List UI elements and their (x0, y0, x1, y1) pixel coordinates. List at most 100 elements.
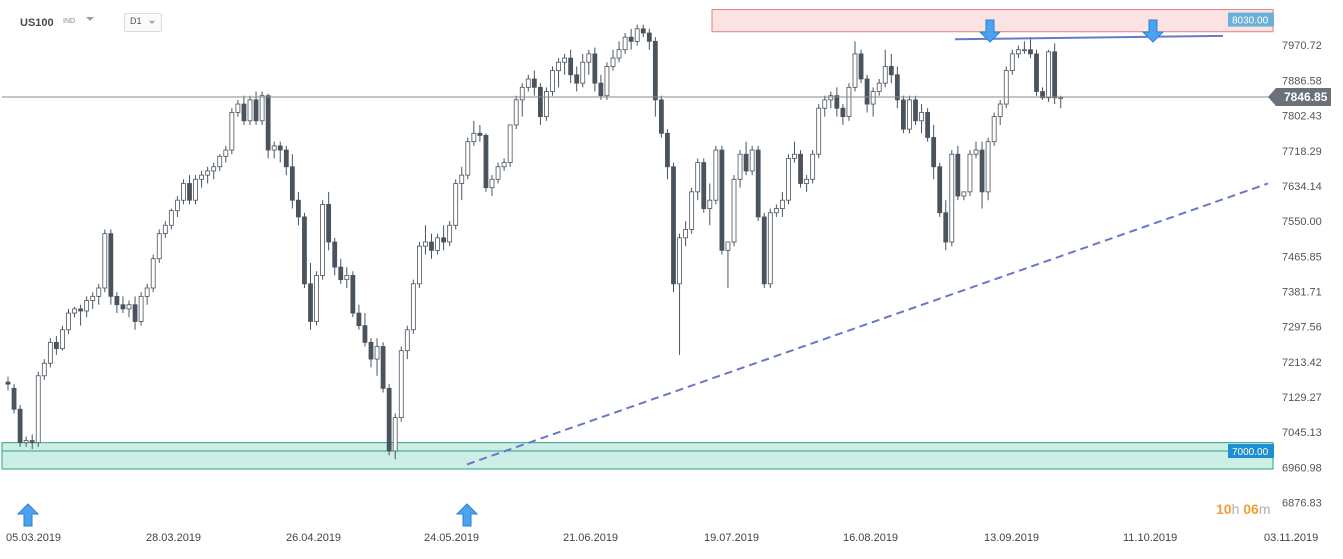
candle-body (423, 241, 428, 247)
candle-body (241, 103, 247, 122)
candle-body (332, 241, 338, 268)
candle-body (108, 233, 114, 297)
candle-body (737, 153, 743, 180)
candle-body (156, 233, 162, 260)
candle-body (870, 91, 876, 105)
candle-body (550, 70, 555, 92)
candle-body (229, 112, 235, 151)
candle-body (610, 57, 616, 67)
candle-body (568, 57, 574, 76)
support-price-tag (1228, 444, 1274, 459)
candle-body (277, 145, 283, 151)
resistance-price-label: 8030.00 (1232, 16, 1269, 27)
symbol-label[interactable]: US100 (20, 17, 54, 29)
candle-body (598, 82, 604, 97)
candle-body (864, 78, 870, 105)
candle-body (211, 166, 217, 172)
candle-body (755, 149, 761, 218)
chevron-down-icon (149, 21, 155, 24)
candle-body (386, 387, 392, 452)
symbol-dropdown-icon[interactable] (86, 17, 94, 21)
y-tick-label: 7970.72 (1282, 40, 1322, 52)
x-tick-label: 21.06.2019 (563, 532, 618, 544)
candle-body (828, 95, 834, 101)
candle-body (773, 208, 779, 214)
candle-body (997, 103, 1003, 117)
candle-body (1034, 53, 1039, 92)
candle-body (295, 199, 301, 218)
candle-body (60, 329, 65, 350)
candle-body (174, 199, 180, 212)
candle-body (749, 149, 755, 172)
candle-body (586, 53, 592, 63)
x-tick-label: 24.05.2019 (424, 532, 479, 544)
candle-body (701, 162, 707, 209)
current-price-tag (1268, 88, 1331, 107)
candle-body (126, 304, 132, 310)
candle-body (834, 95, 840, 109)
candle-body (683, 229, 688, 239)
candle-countdown: 10h 06m (1216, 501, 1271, 517)
candle-body (925, 112, 930, 138)
candle-body (247, 99, 253, 122)
candle-body (792, 153, 797, 159)
y-tick-label: 7550.00 (1282, 216, 1322, 228)
candle-body (283, 149, 289, 168)
candle-body (235, 103, 241, 113)
candle-body (471, 132, 477, 143)
candle-body (894, 74, 900, 101)
candle-body (719, 149, 725, 251)
down-arrow-icon (978, 19, 1002, 43)
candle-body (132, 304, 138, 322)
candle-body (465, 141, 471, 176)
candle-body (907, 99, 912, 130)
candle-body (138, 295, 144, 322)
candle-body (78, 308, 83, 312)
support-price-label: 7000.00 (1232, 447, 1269, 458)
timeframe-select[interactable]: D1 (124, 13, 162, 32)
candle-body (671, 166, 676, 285)
candle-body (888, 66, 894, 76)
countdown-minutes: 06 (1243, 501, 1259, 517)
candle-body (652, 40, 658, 101)
candle-body (538, 86, 543, 117)
candle-body (35, 375, 41, 444)
candle-body (858, 53, 864, 80)
candle-body (513, 99, 519, 126)
candle-body (725, 241, 731, 251)
candle-body (187, 183, 192, 201)
y-tick-label: 6960.98 (1282, 462, 1322, 474)
candle-body (973, 149, 979, 155)
candle-body (931, 137, 937, 168)
candle-body (344, 275, 350, 281)
candle-body (181, 183, 186, 201)
candle-body (937, 166, 943, 214)
candle-body (592, 53, 598, 84)
candle-body (1052, 51, 1058, 99)
candle-body (574, 74, 580, 84)
candle-body (1046, 51, 1051, 99)
candle-body (289, 166, 295, 201)
candle-body (707, 199, 713, 209)
candle-body (17, 408, 23, 444)
candle-body (786, 158, 791, 201)
candle-body (1015, 49, 1021, 55)
candle-body (798, 153, 803, 184)
candle-body (314, 275, 319, 322)
candle-body (350, 275, 356, 314)
candle-body (628, 36, 634, 42)
candle-body (634, 28, 640, 42)
candle-body (1028, 49, 1033, 55)
candle-body (846, 86, 852, 117)
candle-body (622, 36, 628, 51)
candle-body (919, 112, 924, 122)
candle-body (453, 183, 459, 226)
x-tick-label: 11.10.2019 (1123, 532, 1177, 544)
candle-body (1022, 49, 1027, 52)
candle-body (47, 341, 53, 364)
candle-body (326, 203, 332, 243)
candle-body (398, 350, 404, 418)
symbol-type-label: IND (63, 18, 76, 25)
